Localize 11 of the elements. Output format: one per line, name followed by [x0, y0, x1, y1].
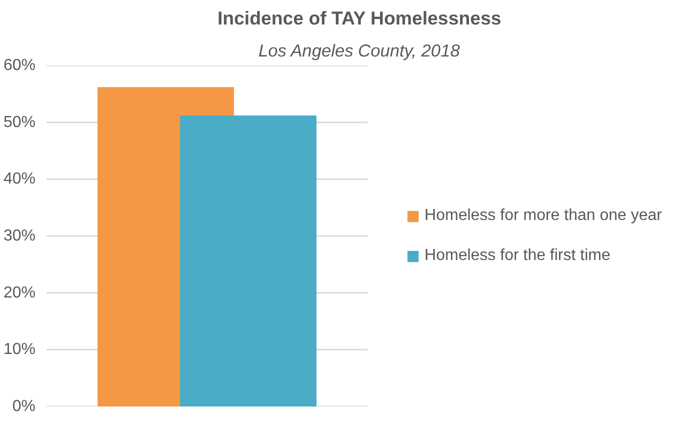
y-tick-label: 30% [3, 228, 36, 244]
legend-label: Homeless for more than one year [424, 206, 662, 224]
legend-label: Homeless for the first time [424, 246, 610, 264]
y-tick-label: 20% [3, 284, 36, 302]
y-tick-label: 60% [3, 57, 36, 74]
y-tick-label: 10% [3, 341, 36, 358]
y-tick-label: 0% [12, 398, 36, 415]
chart-title: Incidence of TAY Homelessness [217, 8, 502, 28]
chart-subtitle: Los Angeles County, 2018 [258, 40, 460, 60]
y-tick-label: 40% [3, 170, 36, 188]
y-tick-label: 50% [3, 114, 36, 131]
